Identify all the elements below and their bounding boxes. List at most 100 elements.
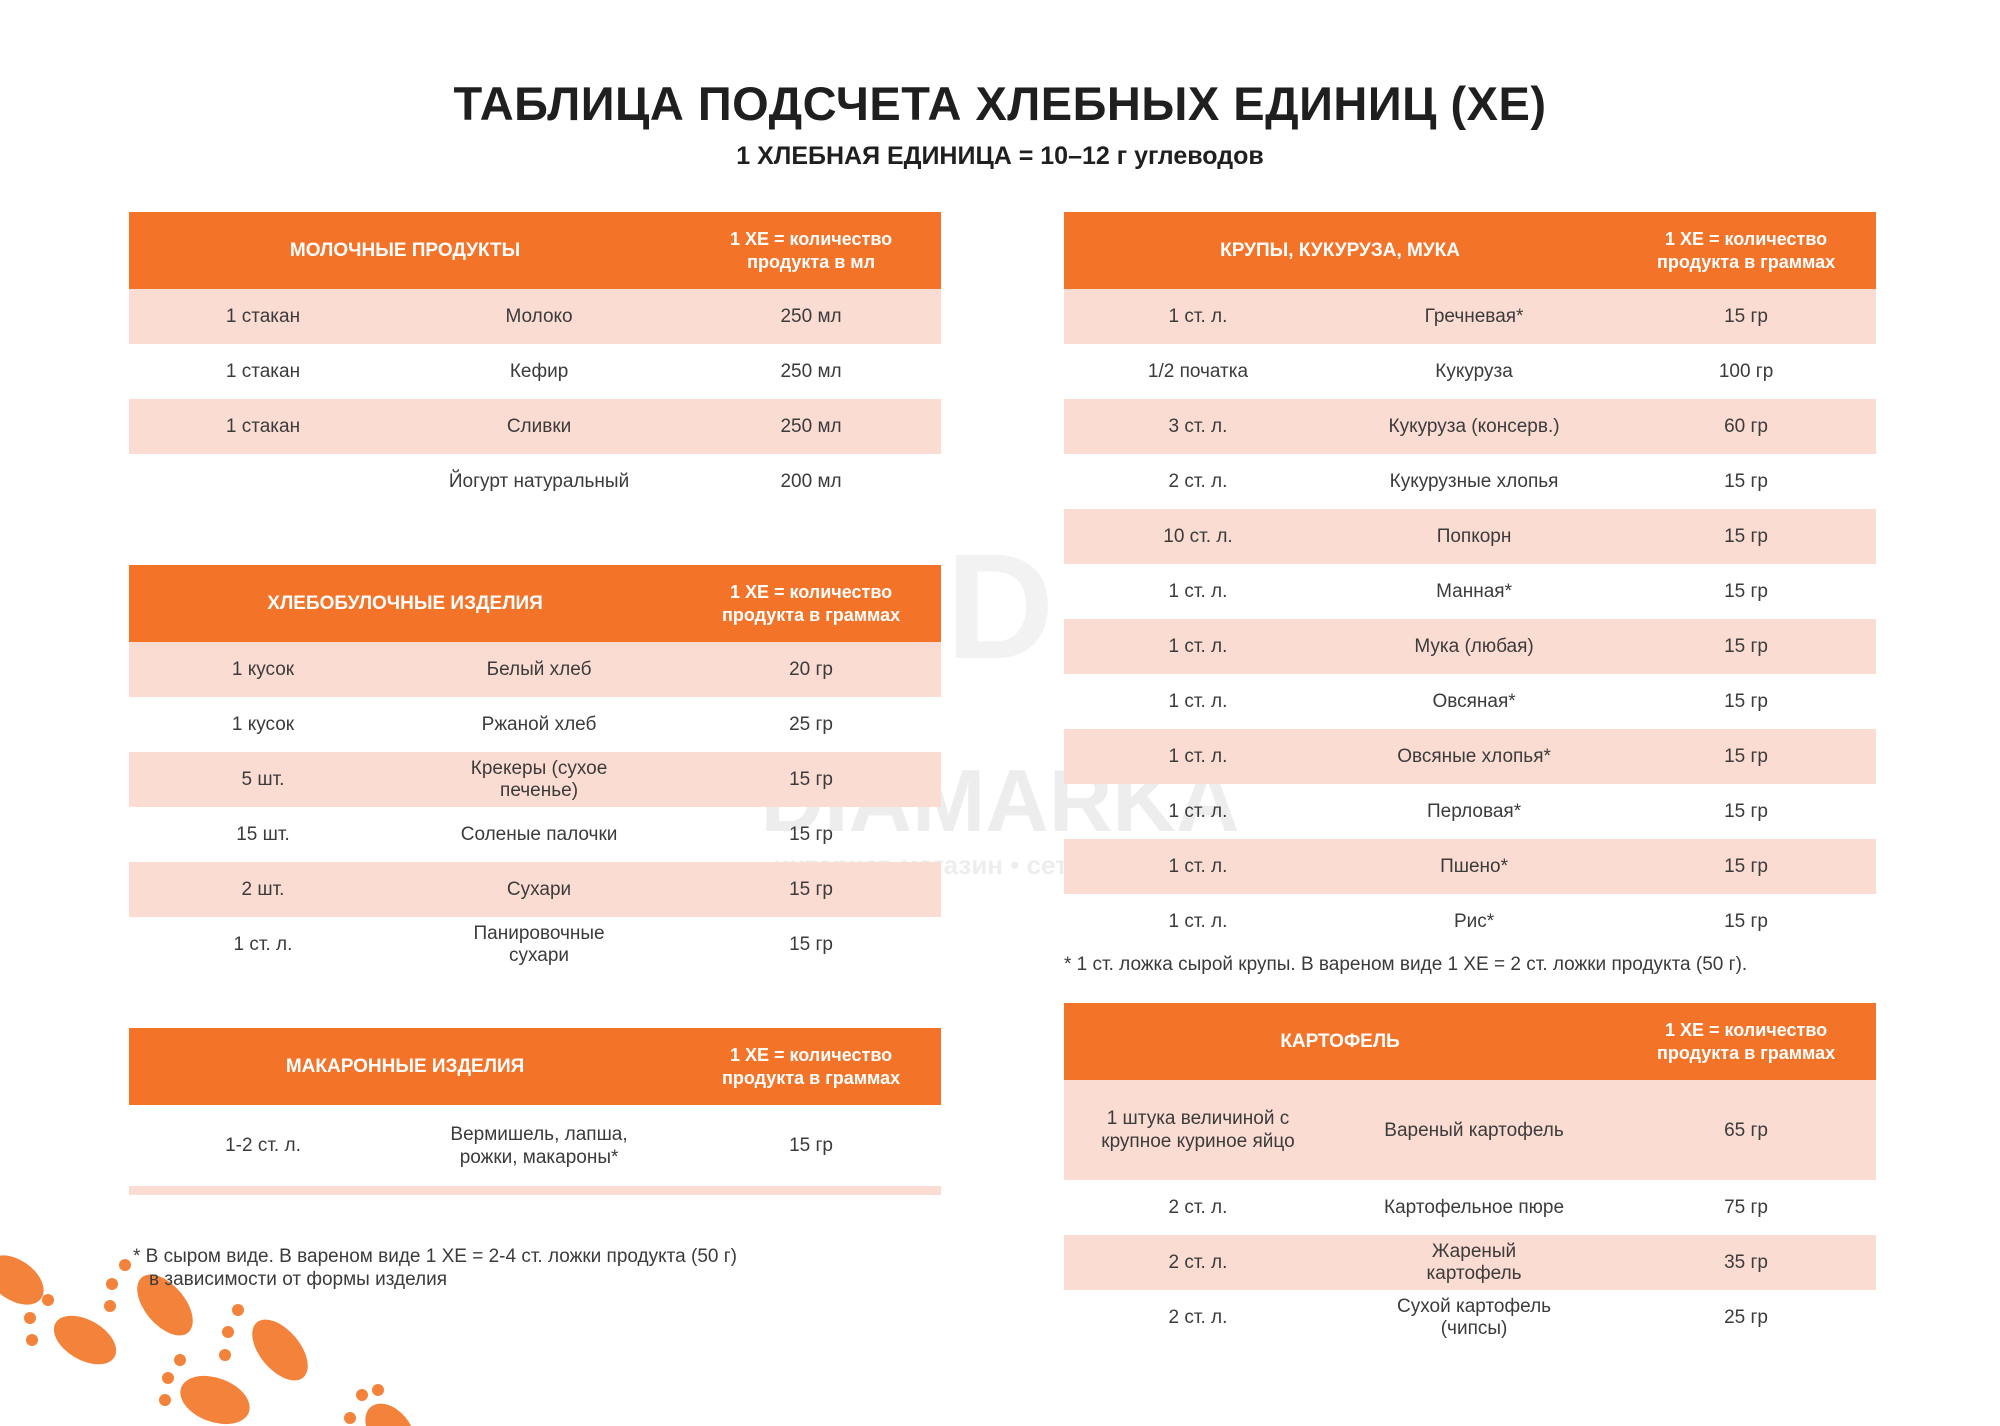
portion-cell: 1 кусок: [231, 713, 295, 735]
amount-cell: 15 гр: [1724, 910, 1769, 932]
table-row: 2 ст. л. Кукурузные хлопья 15 гр: [1064, 454, 1876, 509]
product-cell: Рис*: [1453, 910, 1495, 932]
product-cell: Кефир: [509, 360, 569, 382]
amount-cell: 250 мл: [780, 415, 842, 437]
table-row: 1 ст. л. Мука (любая) 15 гр: [1064, 619, 1876, 674]
table-row: 1 стакан Молоко 250 мл: [129, 289, 941, 344]
table-row: 2 шт. Сухари 15 гр: [129, 862, 941, 917]
table-bottom-strip: [129, 1186, 941, 1195]
product-cell: Сливки: [506, 415, 572, 437]
amount-cell: 15 гр: [1724, 305, 1769, 327]
portion-cell: 1 ст. л.: [1168, 855, 1228, 877]
product-cell: Ржаной хлеб: [481, 713, 597, 735]
footprints-decoration: [0, 1255, 415, 1426]
product-cell: Попкорн: [1436, 525, 1512, 547]
portion-cell: 1 ст. л.: [1168, 305, 1228, 327]
portion-cell: 1-2 ст. л.: [225, 1135, 301, 1156]
product-cell: Молоко: [505, 305, 573, 327]
cereals-table: КРУПЫ, КУКУРУЗА, МУКА 1 ХЕ = количество п…: [1064, 212, 1876, 949]
table-row: 1 ст. л. Перловая* 15 гр: [1064, 784, 1876, 839]
portion-cell: 2 ст. л.: [1168, 1306, 1228, 1328]
amount-cell: 200 мл: [780, 470, 842, 492]
dairy-table: МОЛОЧНЫЕ ПРОДУКТЫ 1 ХЕ = количество проду…: [129, 212, 941, 509]
product-cell: Панировочные сухари: [473, 922, 605, 966]
table-unit: 1 ХЕ = количество продукта в граммах: [1657, 228, 1836, 272]
table-row: 1 ст. л. Овсяная* 15 гр: [1064, 674, 1876, 729]
table-row: 1 кусок Ржаной хлеб 25 гр: [129, 697, 941, 752]
table-header: ХЛЕБОБУЛОЧНЫЕ ИЗДЕЛИЯ 1 ХЕ = количество п…: [129, 565, 941, 642]
amount-cell: 15 гр: [789, 768, 834, 790]
portion-cell: 10 ст. л.: [1163, 525, 1233, 547]
portion-cell: 1 ст. л.: [1168, 910, 1228, 932]
portion-cell: 1 ст. л.: [1168, 745, 1228, 767]
portion-cell: 1 ст. л.: [233, 933, 293, 955]
portion-cell: 2 шт.: [241, 878, 285, 900]
amount-cell: 100 гр: [1718, 360, 1774, 382]
amount-cell: 15 гр: [789, 933, 834, 955]
pasta-table: МАКАРОННЫЕ ИЗДЕЛИЯ 1 ХЕ = количество прод…: [129, 1028, 941, 1195]
amount-cell: 15 гр: [1724, 580, 1769, 602]
table-row: 1 ст. л. Панировочные сухари 15 гр: [129, 917, 941, 972]
table-header: МАКАРОННЫЕ ИЗДЕЛИЯ 1 ХЕ = количество прод…: [129, 1028, 941, 1105]
product-cell: Сухари: [506, 878, 572, 900]
table-row: 1 штука величиной с крупное куриное яйцо…: [1064, 1080, 1876, 1180]
product-cell: Мука (любая): [1414, 635, 1534, 657]
amount-cell: 15 гр: [789, 878, 834, 900]
amount-cell: 15 гр: [1724, 525, 1769, 547]
table-row: 1 кусок Белый хлеб 20 гр: [129, 642, 941, 697]
portion-cell: 2 ст. л.: [1168, 1196, 1228, 1218]
pasta-footnote: * В сыром виде. В вареном виде 1 ХЕ = 2-…: [133, 1245, 737, 1291]
portion-cell: 15 шт.: [236, 823, 290, 845]
product-cell: Пшено*: [1440, 855, 1508, 877]
page-title: ТАБЛИЦА ПОДСЧЕТА ХЛЕБНЫХ ЕДИНИЦ (ХЕ): [453, 77, 1547, 130]
table-unit: 1 ХЕ = количество продукта в граммах: [1657, 1019, 1836, 1063]
amount-cell: 60 гр: [1724, 415, 1769, 437]
table-header: МОЛОЧНЫЕ ПРОДУКТЫ 1 ХЕ = количество проду…: [129, 212, 941, 289]
table-row: 3 ст. л. Кукуруза (консерв.) 60 гр: [1064, 399, 1876, 454]
table-category: ХЛЕБОБУЛОЧНЫЕ ИЗДЕЛИЯ: [267, 592, 543, 614]
amount-cell: 15 гр: [789, 823, 834, 845]
table-row: 1 ст. л. Пшено* 15 гр: [1064, 839, 1876, 894]
table-row: 1 стакан Кефир 250 мл: [129, 344, 941, 399]
product-cell: Вермишель, лапша, рожки, макароны*: [450, 1123, 628, 1168]
portion-cell: 3 ст. л.: [1168, 415, 1228, 437]
watermark-letter: D: [945, 522, 1055, 690]
table-category: КАРТОФЕЛЬ: [1280, 1030, 1400, 1052]
product-cell: Вареный картофель: [1384, 1119, 1564, 1141]
amount-cell: 15 гр: [1724, 635, 1769, 657]
table-unit: 1 ХЕ = количество продукта в граммах: [722, 581, 901, 625]
product-cell: Картофельное пюре: [1384, 1196, 1565, 1218]
potato-table: КАРТОФЕЛЬ 1 ХЕ = количество продукта в гр…: [1064, 1003, 1876, 1345]
amount-cell: 250 мл: [780, 360, 842, 382]
product-cell: Соленые палочки: [460, 823, 618, 845]
amount-cell: 65 гр: [1724, 1119, 1769, 1141]
table-category: МОЛОЧНЫЕ ПРОДУКТЫ: [289, 239, 521, 261]
table-row: 5 шт. Крекеры (сухое печенье) 15 гр: [129, 752, 941, 807]
amount-cell: 75 гр: [1724, 1196, 1769, 1218]
table-row: 1 стакан Сливки 250 мл: [129, 399, 941, 454]
product-cell: Кукурузные хлопья: [1389, 470, 1559, 492]
portion-cell: 2 ст. л.: [1168, 470, 1228, 492]
page-subtitle: 1 ХЛЕБНАЯ ЕДИНИЦА = 10–12 г углеводов: [736, 142, 1264, 170]
amount-cell: 250 мл: [780, 305, 842, 327]
table-row: 1 ст. л. Гречневая* 15 гр: [1064, 289, 1876, 344]
table-category: МАКАРОННЫЕ ИЗДЕЛИЯ: [285, 1055, 525, 1077]
amount-cell: 15 гр: [1724, 690, 1769, 712]
table-unit: 1 ХЕ = количество продукта в мл: [729, 228, 893, 272]
table-header: КАРТОФЕЛЬ 1 ХЕ = количество продукта в гр…: [1064, 1003, 1876, 1080]
product-cell: Йогурт натуральный: [448, 470, 630, 492]
product-cell: Кукуруза: [1435, 360, 1513, 382]
amount-cell: 15 гр: [1724, 855, 1769, 877]
portion-cell: 1 стакан: [225, 305, 301, 327]
amount-cell: 15 гр: [1724, 470, 1769, 492]
portion-cell: 5 шт.: [241, 768, 285, 790]
product-cell: Овсяные хлопья*: [1397, 745, 1551, 767]
table-row: 1-2 ст. л. Вермишель, лапша, рожки, макар…: [129, 1105, 941, 1186]
table-row: 1/2 початка Кукуруза 100 гр: [1064, 344, 1876, 399]
pasta-footnote-line2: в зависимости от формы изделия: [149, 1269, 448, 1290]
amount-cell: 15 гр: [1724, 800, 1769, 822]
table-row: 15 шт. Соленые палочки 15 гр: [129, 807, 941, 862]
portion-cell: 2 ст. л.: [1168, 1251, 1228, 1273]
portion-cell: 1 ст. л.: [1168, 800, 1228, 822]
table-row: 1 ст. л. Рис* 15 гр: [1064, 894, 1876, 949]
